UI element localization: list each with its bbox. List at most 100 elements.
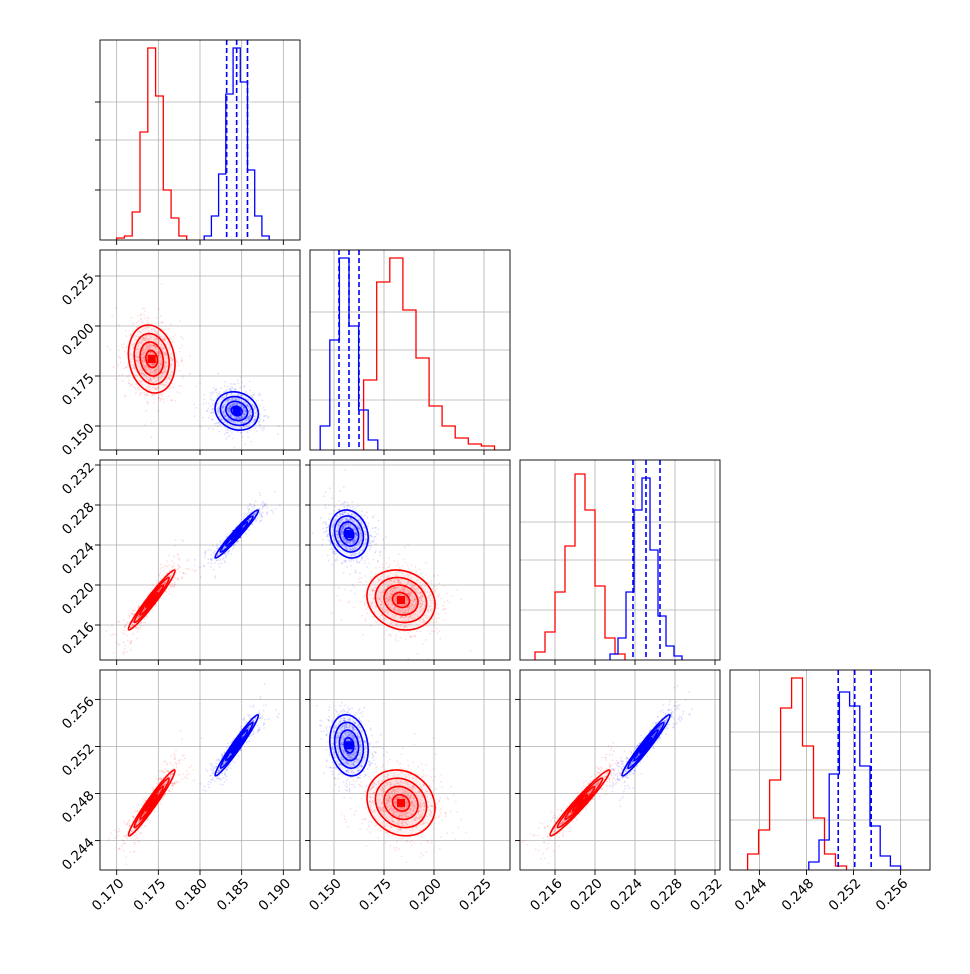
scatter-point: [211, 403, 213, 405]
scatter-point: [149, 592, 151, 594]
scatter-point: [358, 578, 360, 580]
scatter-point: [246, 431, 248, 433]
scatter-point: [194, 415, 196, 417]
scatter-point: [333, 510, 335, 512]
scatter-point: [151, 422, 153, 424]
scatter-point: [136, 631, 138, 633]
panel-2-1: [305, 460, 510, 665]
scatter-point: [412, 635, 414, 637]
scatter-point: [331, 498, 333, 500]
grid-lines: [100, 40, 300, 240]
scatter-point: [171, 567, 173, 569]
scatter-point: [208, 403, 210, 405]
panel-content: [88, 250, 301, 451]
scatter-point: [407, 564, 409, 566]
scatter-point: [244, 385, 246, 387]
scatter-point: [124, 651, 126, 653]
scatter-point: [232, 548, 234, 550]
scatter-point: [119, 643, 121, 645]
scatter-point: [277, 433, 279, 435]
scatter-point: [364, 602, 366, 604]
scatter-point: [178, 566, 180, 568]
scatter-point: [408, 567, 410, 569]
scatter-point: [205, 402, 207, 404]
scatter-point: [182, 375, 184, 377]
scatter-point: [432, 588, 434, 590]
scatter-point: [360, 581, 362, 583]
scatter-point: [382, 567, 384, 569]
scatter-point: [124, 395, 126, 397]
scatter-point: [125, 330, 127, 332]
scatter-point: [249, 509, 251, 511]
scatter-point: [279, 504, 281, 506]
scatter-point: [416, 630, 418, 632]
scatter-point: [210, 392, 212, 394]
scatter-point: [422, 576, 424, 578]
scatter-point: [379, 566, 381, 568]
scatter-point: [353, 607, 355, 609]
scatter-point: [212, 412, 214, 414]
scatter-point: [359, 572, 361, 574]
y-tick-label: 0.200: [59, 320, 98, 359]
scatter-point: [419, 631, 421, 633]
scatter-point: [361, 615, 363, 617]
scatter-point: [147, 322, 149, 324]
scatter-point: [143, 307, 145, 309]
scatter-point: [218, 422, 220, 424]
scatter-point: [321, 544, 323, 546]
scatter-point: [445, 612, 447, 614]
scatter-point: [237, 382, 239, 384]
scatter-point: [214, 577, 216, 579]
scatter-point: [263, 415, 265, 417]
scatter-point: [168, 395, 170, 397]
scatter-point: [272, 512, 274, 514]
scatter-point: [243, 517, 245, 519]
scatter-point: [210, 405, 212, 407]
scatter-point: [234, 447, 236, 449]
scatter-point: [140, 314, 142, 316]
scatter-point: [366, 511, 368, 513]
scatter-point: [126, 635, 128, 637]
scatter-point: [260, 427, 262, 429]
y-tick-label: 0.175: [59, 370, 98, 409]
scatter-point: [120, 666, 122, 668]
scatter-point: [262, 506, 264, 508]
scatter-point: [244, 444, 246, 446]
scatter-point: [118, 349, 120, 351]
scatter-point: [336, 556, 338, 558]
scatter-point: [407, 544, 409, 546]
scatter-point: [364, 620, 366, 622]
scatter-point: [245, 533, 247, 535]
scatter-point: [364, 575, 366, 577]
scatter-point: [266, 507, 268, 509]
scatter-point: [194, 559, 196, 561]
scatter-point: [127, 376, 129, 378]
scatter-point: [158, 308, 160, 310]
scatter-point: [227, 436, 229, 438]
scatter-point: [368, 523, 370, 525]
panel-content: [100, 460, 300, 667]
scatter-point: [449, 602, 451, 604]
scatter-point: [409, 635, 411, 637]
scatter-point: [195, 407, 197, 409]
scatter-point: [218, 393, 220, 395]
scatter-point: [439, 630, 441, 632]
scatter-point: [224, 385, 226, 387]
scatter-point: [179, 351, 181, 353]
scatter-point: [153, 394, 155, 396]
scatter-point: [98, 334, 100, 336]
scatter-point: [349, 601, 351, 603]
y-tick-label: 0.225: [59, 270, 98, 309]
scatter-point: [407, 658, 409, 660]
scatter-point: [178, 557, 180, 559]
scatter-point: [393, 560, 395, 562]
scatter-point: [395, 634, 397, 636]
scatter-point: [253, 394, 255, 396]
scatter-point: [420, 574, 422, 576]
scatter-point: [175, 334, 177, 336]
scatter-point: [349, 573, 351, 575]
scatter-point: [140, 628, 142, 630]
scatter-point: [134, 609, 136, 611]
scatter-point: [249, 390, 251, 392]
scatter-point: [407, 632, 409, 634]
